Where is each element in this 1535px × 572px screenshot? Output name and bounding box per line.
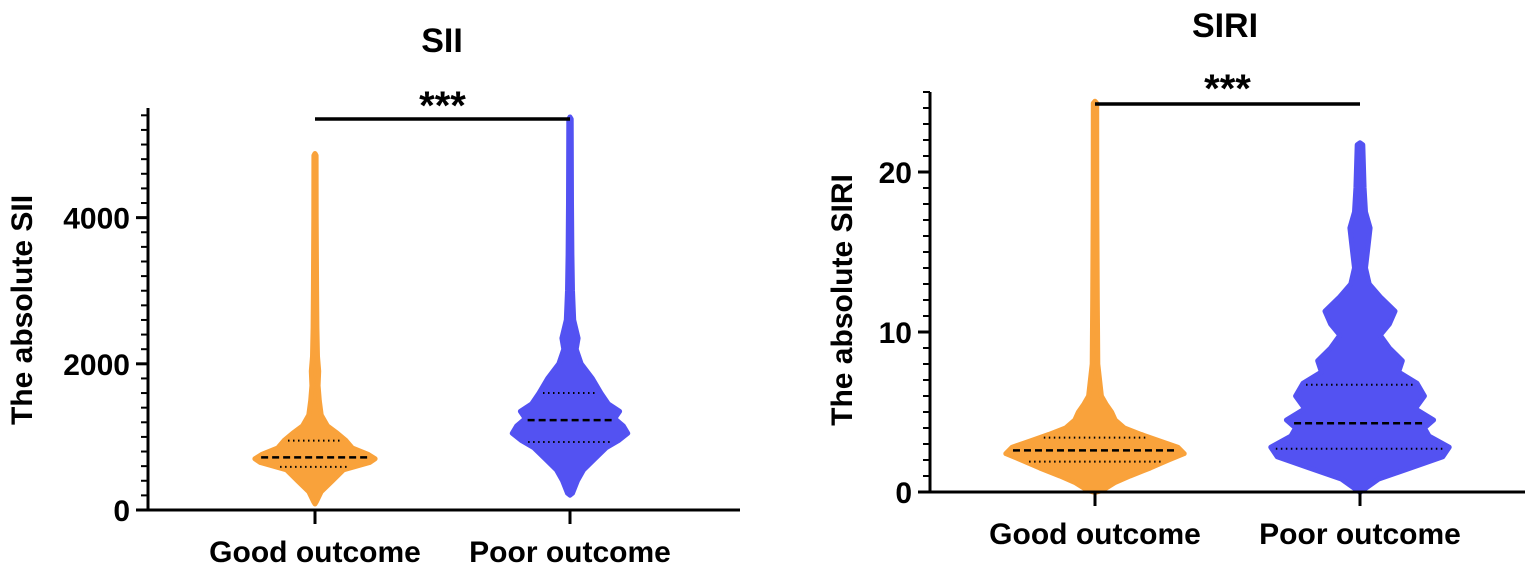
y-tick-label: 0 [113, 495, 130, 528]
y-tick-label: 4000 [63, 203, 130, 236]
chart-siri: SIRI The absolute SIRI 0 10 20 Good outcome Po… [826, 7, 1525, 551]
violin-poor-outcome [1268, 140, 1452, 495]
violin-good-outcome [1003, 98, 1187, 495]
y-tick-label: 2000 [63, 349, 130, 382]
x-tick-label: Good outcome [989, 518, 1201, 551]
y-tick-label: 20 [879, 157, 912, 190]
chart-title: SIRI [1192, 7, 1258, 45]
chart-sii: SII The absolute SII 0 2000 4000 Good outcome… [6, 22, 740, 569]
violin-poor-outcome [509, 114, 631, 498]
violin-good-outcome [252, 151, 378, 507]
y-axis-label: The absolute SII [6, 195, 39, 425]
significance-label: *** [419, 84, 466, 128]
significance-label: *** [1204, 67, 1251, 111]
y-tick-label: 10 [879, 317, 912, 350]
x-tick-label: Poor outcome [1259, 518, 1461, 551]
y-tick-label: 0 [895, 477, 912, 510]
x-tick-label: Poor outcome [469, 536, 671, 569]
y-axis-label: The absolute SIRI [826, 174, 859, 426]
x-tick-label: Good outcome [209, 536, 421, 569]
chart-title: SII [421, 22, 463, 60]
